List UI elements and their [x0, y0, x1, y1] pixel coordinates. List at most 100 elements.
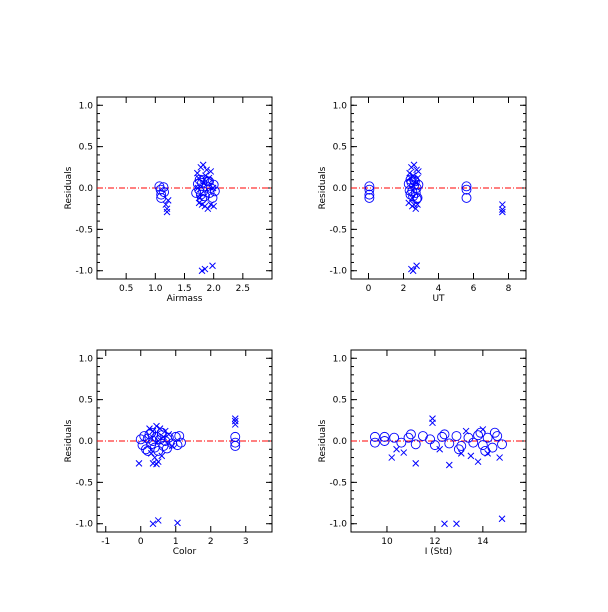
data-point-cross: [158, 452, 166, 460]
data-point-cross: [457, 450, 465, 457]
data-point-cross: [153, 422, 160, 430]
data-point-circle: [429, 440, 440, 451]
x-tick-label: 6: [471, 284, 477, 294]
data-point-cross: [409, 267, 417, 275]
y-tick-label: 0.0: [333, 184, 348, 194]
data-point-circle: [403, 432, 414, 443]
data-point-cross: [462, 427, 470, 435]
data-point-cross: [149, 520, 157, 528]
y-tick-label: 0.0: [333, 437, 348, 447]
data-point-circle: [144, 429, 155, 440]
data-point-cross: [195, 174, 202, 182]
y-tick-label: 0.0: [79, 437, 94, 447]
data-point-circle: [370, 431, 380, 442]
x-tick-label: 14: [477, 537, 489, 547]
x-axis-label: Color: [173, 547, 197, 557]
data-point-cross: [499, 208, 506, 216]
data-point-circle: [364, 189, 375, 200]
x-tick-label: 2: [401, 284, 407, 294]
data-point-cross: [479, 426, 487, 433]
y-tick-label: -0.5: [75, 225, 93, 235]
y-tick-label: -1.0: [75, 267, 93, 277]
data-point-cross: [231, 421, 239, 428]
data-point-cross: [400, 449, 408, 456]
data-point-cross: [441, 520, 448, 528]
data-point-cross: [210, 202, 218, 210]
data-point-cross: [153, 460, 160, 468]
data-point-circle: [482, 432, 493, 443]
data-point-cross: [160, 433, 167, 441]
data-point-circle: [156, 189, 167, 200]
data-point-circle: [439, 429, 450, 440]
y-tick-label: 0.5: [333, 143, 347, 153]
data-point-cross: [409, 172, 417, 179]
y-tick-label: 1.0: [79, 101, 94, 111]
data-point-cross: [499, 206, 506, 213]
data-point-circle: [492, 431, 503, 441]
data-point-circle: [405, 429, 416, 440]
data-point-cross: [467, 452, 475, 460]
x-tick-label: 0: [138, 537, 144, 547]
data-point-circle: [408, 191, 419, 202]
y-tick-label: -1.0: [329, 520, 347, 530]
data-point-cross: [135, 459, 143, 467]
data-point-cross: [484, 450, 491, 457]
data-point-cross: [209, 262, 216, 270]
data-point-cross: [453, 520, 460, 528]
data-point-circle: [204, 188, 215, 198]
scatter-panel-3: -1.0 -0.5 0.0 0.5 1.0 -1 0 1 2 3 Color Residuals: [64, 349, 273, 557]
scatter-panel-2: -1.0 -0.5 0.0 0.5 1.0 0 2 4 6 8 UT Residuals: [318, 96, 527, 304]
x-tick-label: 1: [173, 537, 179, 547]
data-point-circle: [142, 445, 153, 456]
data-point-circle: [364, 184, 375, 195]
data-point-circle: [230, 437, 241, 448]
data-point-cross: [207, 168, 215, 175]
x-tick-label: 0: [366, 284, 372, 294]
data-point-cross: [415, 168, 422, 175]
data-point-cross: [198, 201, 206, 208]
data-point-cross: [165, 431, 173, 438]
data-point-cross: [412, 179, 420, 187]
data-point-circle: [489, 427, 500, 438]
data-point-circle: [176, 437, 186, 448]
x-axis-label: UT: [432, 294, 445, 304]
data-point-cross: [200, 179, 208, 187]
data-point-circle: [461, 184, 472, 195]
data-point-cross: [445, 461, 453, 469]
y-tick-label: 1.0: [333, 101, 348, 111]
y-tick-label: 0.5: [333, 396, 347, 406]
data-point-cross: [388, 454, 396, 461]
data-point-circle: [389, 432, 400, 443]
y-tick-label: 0.5: [79, 396, 93, 406]
data-point-cross: [149, 427, 157, 435]
y-tick-label: -0.5: [75, 478, 93, 488]
data-point-circle: [364, 192, 375, 203]
x-tick-label: 4: [436, 284, 442, 294]
data-point-cross: [414, 174, 421, 182]
data-point-cross: [436, 445, 444, 453]
scatter-panel-1: -1.0 -0.5 0.0 0.5 1.0 0.5 1.0 1.5 2.0 2.5 Airmass R…: [64, 96, 273, 304]
x-tick-label: 2.0: [207, 284, 222, 294]
x-tick-label: 10: [381, 537, 393, 547]
x-tick-label: 12: [429, 537, 440, 547]
y-tick-label: 1.0: [79, 354, 94, 364]
x-tick-label: 0.5: [119, 284, 133, 294]
x-axis-label: Airmass: [167, 294, 203, 304]
data-point-cross: [410, 201, 418, 208]
data-point-cross: [163, 208, 171, 216]
data-point-cross: [429, 415, 436, 423]
y-tick-label: -1.0: [329, 267, 347, 277]
data-point-cross: [231, 417, 239, 425]
data-point-cross: [410, 161, 418, 169]
data-point-circle: [191, 188, 202, 198]
data-point-cross: [498, 515, 506, 523]
y-tick-label: -0.5: [329, 225, 347, 235]
data-point-circle: [158, 182, 169, 193]
y-tick-label: 0.0: [79, 184, 94, 194]
data-point-circle: [146, 427, 157, 438]
data-point-cross: [496, 454, 503, 461]
data-point-cross: [194, 184, 202, 192]
data-point-circle: [160, 436, 171, 446]
data-point-circle: [461, 181, 472, 192]
x-tick-label: 2: [208, 537, 214, 547]
